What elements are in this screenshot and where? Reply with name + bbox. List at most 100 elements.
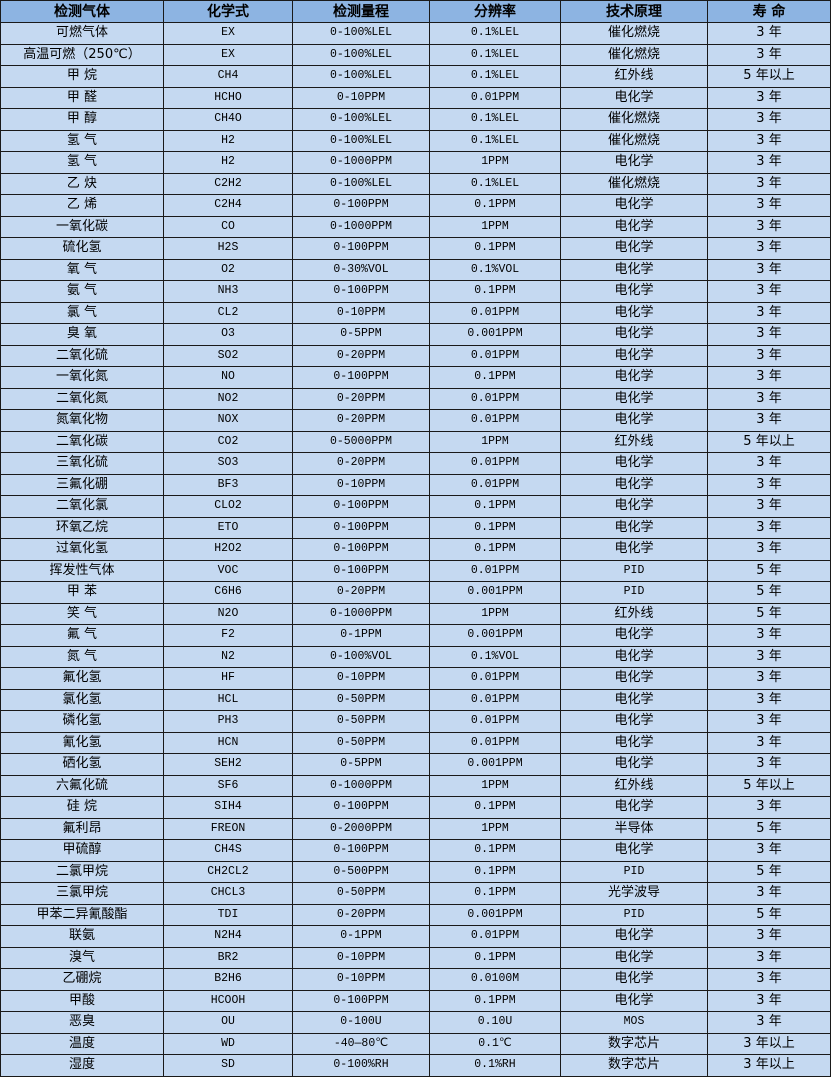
table-row: 乙硼烷 B2H6 0-10PPM 0.0100M 电化学 3 年 (0, 968, 831, 991)
cell-formula: HCN (163, 731, 293, 754)
table-row: 甲酸 HCOOH 0-100PPM 0.1PPM 电化学 3 年 (0, 989, 831, 1012)
cell-resolution: 0.001PPM (429, 323, 561, 346)
cell-resolution: 0.1%VOL (429, 645, 561, 668)
cell-principle: 电化学 (560, 301, 708, 324)
cell-range: 0-100PPM (292, 559, 430, 582)
cell-formula: B2H6 (163, 968, 293, 991)
cell-principle: 红外线 (560, 65, 708, 88)
cell-gas: 乙硼烷 (0, 968, 164, 991)
cell-resolution: 0.1℃ (429, 1032, 561, 1055)
cell-resolution: 0.01PPM (429, 409, 561, 432)
cell-range: 0-100%RH (292, 1054, 430, 1077)
cell-lifespan: 5 年 (707, 817, 831, 840)
cell-resolution: 0.001PPM (429, 581, 561, 604)
cell-formula: N2 (163, 645, 293, 668)
cell-formula: H2 (163, 129, 293, 152)
cell-principle: 电化学 (560, 753, 708, 776)
cell-lifespan: 3 年 (707, 22, 831, 45)
cell-resolution: 1PPM (429, 215, 561, 238)
cell-range: 0-50PPM (292, 731, 430, 754)
cell-resolution: 0.1PPM (429, 538, 561, 561)
cell-range: 0-100PPM (292, 989, 430, 1012)
table-row: 氟化氢 HF 0-10PPM 0.01PPM 电化学 3 年 (0, 667, 831, 690)
cell-principle: 电化学 (560, 86, 708, 109)
cell-range: 0-100U (292, 1011, 430, 1034)
cell-resolution: 0.1PPM (429, 796, 561, 819)
cell-resolution: 0.1PPM (429, 366, 561, 389)
cell-range: 0-20PPM (292, 452, 430, 475)
cell-lifespan: 3 年 (707, 731, 831, 754)
table-row: 笑 气 N2O 0-1000PPM 1PPM 红外线 5 年 (0, 602, 831, 625)
cell-formula: CH2CL2 (163, 860, 293, 883)
cell-gas: 笑 气 (0, 602, 164, 625)
cell-gas: 联氨 (0, 925, 164, 948)
cell-formula: H2S (163, 237, 293, 260)
table-row: 可燃气体 EX 0-100%LEL 0.1%LEL 催化燃烧 3 年 (0, 22, 831, 45)
cell-formula: NO (163, 366, 293, 389)
cell-resolution: 1PPM (429, 151, 561, 174)
cell-formula: CO (163, 215, 293, 238)
cell-formula: CL2 (163, 301, 293, 324)
table-row: 二氧化碳 CO2 0-5000PPM 1PPM 红外线 5 年以上 (0, 430, 831, 453)
cell-gas: 乙 炔 (0, 172, 164, 195)
cell-resolution: 0.1PPM (429, 989, 561, 1012)
cell-resolution: 0.01PPM (429, 559, 561, 582)
cell-range: 0-20PPM (292, 387, 430, 410)
cell-resolution: 0.1%LEL (429, 22, 561, 45)
cell-resolution: 0.1PPM (429, 280, 561, 303)
cell-lifespan: 5 年以上 (707, 774, 831, 797)
cell-principle: PID (560, 559, 708, 582)
cell-gas: 甲 烷 (0, 65, 164, 88)
cell-formula: C2H4 (163, 194, 293, 217)
table-row: 氟利昂 FREON 0-2000PPM 1PPM 半导体 5 年 (0, 817, 831, 840)
header-principle: 技术原理 (560, 0, 708, 23)
cell-formula: C2H2 (163, 172, 293, 195)
cell-gas: 高温可燃（250℃） (0, 43, 164, 66)
cell-lifespan: 3 年 (707, 151, 831, 174)
table-row: 氰化氢 HCN 0-50PPM 0.01PPM 电化学 3 年 (0, 731, 831, 754)
cell-principle: 电化学 (560, 452, 708, 475)
cell-range: 0-2000PPM (292, 817, 430, 840)
cell-principle: 电化学 (560, 925, 708, 948)
cell-range: 0-10PPM (292, 968, 430, 991)
cell-resolution: 0.01PPM (429, 731, 561, 754)
cell-resolution: 0.1%RH (429, 1054, 561, 1077)
cell-lifespan: 3 年 (707, 301, 831, 324)
cell-range: 0-100%LEL (292, 22, 430, 45)
cell-lifespan: 3 年 (707, 925, 831, 948)
cell-lifespan: 3 年 (707, 86, 831, 109)
cell-range: 0-500PPM (292, 860, 430, 883)
table-row: 乙 烯 C2H4 0-100PPM 0.1PPM 电化学 3 年 (0, 194, 831, 217)
cell-resolution: 0.001PPM (429, 624, 561, 647)
cell-formula: NO2 (163, 387, 293, 410)
cell-principle: 半导体 (560, 817, 708, 840)
table-row: 氨 气 NH3 0-100PPM 0.1PPM 电化学 3 年 (0, 280, 831, 303)
cell-resolution: 0.01PPM (429, 387, 561, 410)
cell-gas: 二氧化氯 (0, 495, 164, 518)
table-row: 甲 苯 C6H6 0-20PPM 0.001PPM PID 5 年 (0, 581, 831, 604)
cell-resolution: 0.1PPM (429, 495, 561, 518)
cell-resolution: 1PPM (429, 430, 561, 453)
cell-principle: 红外线 (560, 430, 708, 453)
table-row: 二氧化氮 NO2 0-20PPM 0.01PPM 电化学 3 年 (0, 387, 831, 410)
cell-range: 0-50PPM (292, 688, 430, 711)
table-row: 环氧乙烷 ETO 0-100PPM 0.1PPM 电化学 3 年 (0, 516, 831, 539)
cell-lifespan: 3 年 (707, 452, 831, 475)
cell-resolution: 1PPM (429, 602, 561, 625)
cell-gas: 三氟化硼 (0, 473, 164, 496)
table-row: 氢 气 H2 0-100%LEL 0.1%LEL 催化燃烧 3 年 (0, 129, 831, 152)
cell-formula: FREON (163, 817, 293, 840)
cell-resolution: 0.01PPM (429, 688, 561, 711)
cell-principle: 电化学 (560, 215, 708, 238)
cell-lifespan: 5 年以上 (707, 65, 831, 88)
cell-principle: 催化燃烧 (560, 129, 708, 152)
cell-gas: 可燃气体 (0, 22, 164, 45)
header-resolution: 分辨率 (429, 0, 561, 23)
cell-range: 0-100PPM (292, 796, 430, 819)
table-row: 三氧化硫 SO3 0-20PPM 0.01PPM 电化学 3 年 (0, 452, 831, 475)
cell-gas: 氧 气 (0, 258, 164, 281)
table-row: 氯化氢 HCL 0-50PPM 0.01PPM 电化学 3 年 (0, 688, 831, 711)
cell-lifespan: 3 年 (707, 538, 831, 561)
cell-principle: 电化学 (560, 968, 708, 991)
